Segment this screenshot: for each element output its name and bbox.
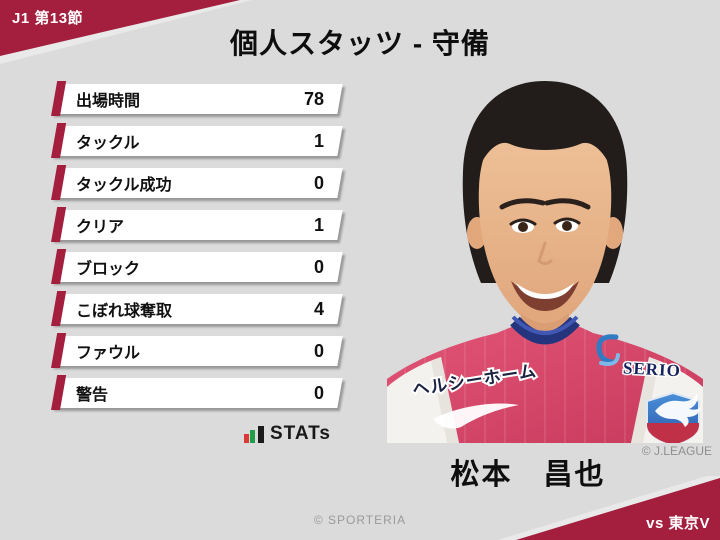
stats-bar-chart-icon [244, 426, 264, 443]
swoosh-icon [433, 403, 519, 429]
stat-row-blocks: ブロック 0 [51, 249, 343, 284]
round-badge: J1 第13節 [12, 10, 84, 27]
stat-row-tackles: タックル 1 [51, 123, 343, 158]
stat-value: 1 [313, 214, 324, 235]
opponent-ribbon [500, 476, 720, 540]
stat-row-fouls: ファウル 0 [51, 333, 343, 368]
stat-label: 警告 [76, 387, 109, 404]
face [478, 109, 612, 327]
player-name: 松本 昌也 [450, 459, 606, 491]
stat-row-clearances: クリア 1 [51, 207, 343, 242]
stat-label: ブロック [76, 261, 141, 278]
stat-row-loose-ball-recoveries: こぼれ球奪取 4 [51, 291, 343, 326]
stat-label: クリア [76, 219, 125, 236]
stat-row-minutes: 出場時間 78 [51, 81, 343, 116]
stat-value: 0 [313, 256, 324, 277]
page-title: 個人スタッツ - 守備 [230, 28, 490, 59]
stat-value: 1 [313, 130, 324, 151]
stat-value: 0 [313, 172, 324, 193]
club-crest [646, 391, 701, 443]
opponent-label: vs 東京V [646, 515, 710, 532]
jersey-sponsor-right: SERIO [623, 358, 682, 380]
player-photo: ヘルシーホーム SERIO [387, 81, 703, 443]
stat-row-tackles-won: タックル成功 0 [51, 165, 343, 200]
stat-value: 0 [313, 340, 324, 361]
stat-row-yellow-cards: 警告 0 [51, 375, 343, 410]
collar [510, 316, 580, 345]
stat-value: 4 [313, 298, 324, 319]
serio-logo: SERIO [596, 334, 683, 382]
photo-credit: © J.LEAGUE [641, 444, 712, 458]
stat-label: タックル [76, 135, 140, 152]
stat-value: 78 [303, 88, 324, 109]
stat-label: ファウル [76, 345, 141, 362]
stats-list: 出場時間 78 タックル 1 タックル成功 0 クリア 1 [51, 81, 343, 420]
stat-label: こぼれ球奪取 [76, 303, 173, 320]
stat-label: タックル成功 [76, 177, 172, 194]
stat-label: 出場時間 [76, 93, 141, 110]
stat-value: 0 [313, 382, 324, 403]
site-credit: © SPORTERIA [313, 513, 407, 527]
stats-logo: STATs [244, 424, 331, 443]
stats-logo-text: STATs [270, 423, 331, 444]
round-ribbon [0, 0, 252, 64]
